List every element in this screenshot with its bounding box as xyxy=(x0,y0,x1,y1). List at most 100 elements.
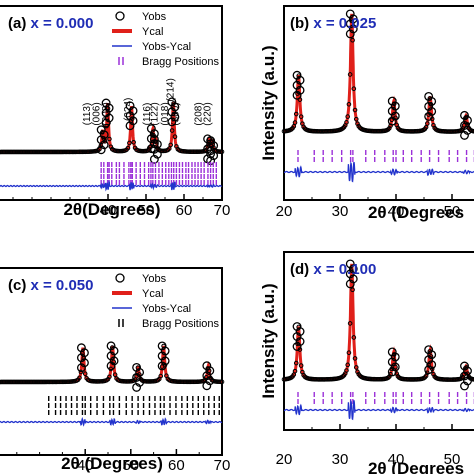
yobs-peak-point xyxy=(387,96,397,106)
yobs-point xyxy=(77,375,82,381)
yobs-peak-point xyxy=(79,348,89,358)
yobs-peak-point xyxy=(387,357,397,367)
x-tick-label: 70 xyxy=(214,457,231,474)
yobs-peak-point xyxy=(125,121,135,131)
x-tick-label: 20 xyxy=(276,451,293,468)
yobs-peak-point xyxy=(157,341,167,351)
yobs-peak-point xyxy=(167,107,177,117)
yobs-point xyxy=(169,128,175,133)
peak-hkl-label: (006) xyxy=(92,102,103,125)
peak-hkl-label: (122) xyxy=(149,102,160,125)
yobs-point xyxy=(353,116,359,122)
yobs-point xyxy=(352,107,358,113)
yobs-peak-point xyxy=(424,92,434,101)
difference-line xyxy=(284,399,474,421)
yobs-peak-point xyxy=(424,365,434,375)
legend-entry: Ycal xyxy=(142,288,163,300)
yobs-point xyxy=(346,101,352,107)
yobs-peak-point xyxy=(79,358,89,368)
yobs-point xyxy=(346,350,352,356)
yobs-peak-point xyxy=(96,135,106,145)
yobs-peak-point xyxy=(170,112,180,122)
x-tick-label: 40 xyxy=(388,451,405,468)
panel-letter: (a) xyxy=(8,15,31,32)
yobs-peak-point xyxy=(387,367,397,377)
x-axis-label: 2θ (Degrees xyxy=(368,203,464,222)
yobs-point xyxy=(293,111,299,117)
legend-entry: Ycal xyxy=(142,26,163,38)
x-tick-label: 40 xyxy=(100,202,117,219)
yobs-peak-point xyxy=(149,154,159,164)
legend-entry: Yobs-Ycal xyxy=(142,41,191,53)
yobs-peak-point xyxy=(460,371,469,381)
yobs-peak-point xyxy=(76,343,86,353)
yobs-peak-point xyxy=(101,98,111,108)
x-tick-label: 50 xyxy=(444,203,461,220)
composition-label: x = 0.000 xyxy=(31,15,94,32)
yobs-point xyxy=(351,335,357,340)
yobs-point xyxy=(297,347,303,352)
yobs-point xyxy=(168,142,173,148)
yobs-peak-point xyxy=(424,355,434,365)
x-axis-label: 2θ(Degrees) xyxy=(63,200,160,219)
yobs-point xyxy=(352,356,358,361)
panel-1: 40 50 60 70 (a) x = 0.000 2θ(Degrees) Yobs Ycal… xyxy=(0,5,231,219)
yobs-peak-point xyxy=(463,376,472,386)
yobs-point xyxy=(107,136,112,142)
yobs-peak-point xyxy=(387,106,397,116)
yobs-peak-point xyxy=(463,366,472,376)
plot-frame xyxy=(283,5,474,201)
panel-label: (a) x = 0.000 xyxy=(8,15,93,32)
yobs-peak-point xyxy=(348,24,358,34)
difference-line xyxy=(0,416,223,427)
yobs-peak-point xyxy=(387,347,397,357)
panel-3: 40 50 60 70 (c) x = 0.050 2θ (Degrees) Yobs Yca… xyxy=(0,267,231,474)
yobs-point xyxy=(82,371,88,377)
x-tick-label: 70 xyxy=(214,202,231,219)
yobs-peak-point xyxy=(160,356,170,366)
yobs-peak-point xyxy=(109,346,119,356)
y-axis-label: Intensity (a.u.) xyxy=(259,45,278,160)
yobs-point xyxy=(293,360,299,366)
yobs-point xyxy=(472,377,474,382)
peak-hkl-label: (300) xyxy=(171,102,182,125)
yobs-peak-point xyxy=(292,90,302,100)
yobs-peak-point xyxy=(460,120,469,130)
yobs-peak-point xyxy=(292,342,302,351)
yobs-peak-point xyxy=(463,125,472,135)
yobs-point xyxy=(351,86,357,92)
yobs-peak-point xyxy=(295,337,305,346)
legend: Yobs Ycal Yobs-Ycal Bragg Positions xyxy=(112,11,220,68)
yobs-peak-point xyxy=(390,101,400,111)
yobs-peak-point xyxy=(202,381,212,391)
yobs-point xyxy=(0,379,2,385)
yobs-peak-point xyxy=(206,136,216,146)
yobs-peak-point xyxy=(292,332,302,341)
yobs-peak-point xyxy=(460,381,469,391)
yobs-peak-point xyxy=(132,362,142,372)
yobs-peak-point xyxy=(348,264,358,274)
yobs-peak-point xyxy=(292,80,302,90)
panels: 40 50 60 70 (a) x = 0.000 2θ(Degrees) Yobs Ycal… xyxy=(0,5,474,474)
y-axis-label: Intensity (a.u.) xyxy=(259,283,278,398)
yobs-peak-point xyxy=(427,350,437,360)
x-axis-label: 2θ (Degrees) xyxy=(61,454,163,473)
x-tick-label: 50 xyxy=(138,202,155,219)
yobs-peak-point xyxy=(463,115,472,125)
legend: Yobs Ycal Yobs-Ycal Bragg Positions xyxy=(112,273,220,330)
yobs-peak-point xyxy=(345,269,355,279)
yobs-peak-point xyxy=(149,134,159,144)
composition-label: x = 0.100 xyxy=(313,261,376,278)
difference-line xyxy=(284,161,474,183)
panel-letter: (c) xyxy=(8,277,31,294)
peak-hkl-label: (116) xyxy=(142,103,153,126)
yobs-peak-point xyxy=(345,19,355,29)
yobs-peak-point xyxy=(101,118,111,128)
yobs-peak-point xyxy=(348,274,358,284)
panel-label: (d) x = 0.100 xyxy=(290,261,376,278)
yobs-peak-point xyxy=(345,29,355,39)
yobs-peak-point xyxy=(106,341,116,351)
yobs-peak-point xyxy=(106,361,116,371)
yobs-peak-point xyxy=(345,9,355,19)
yobs-point xyxy=(345,362,351,368)
